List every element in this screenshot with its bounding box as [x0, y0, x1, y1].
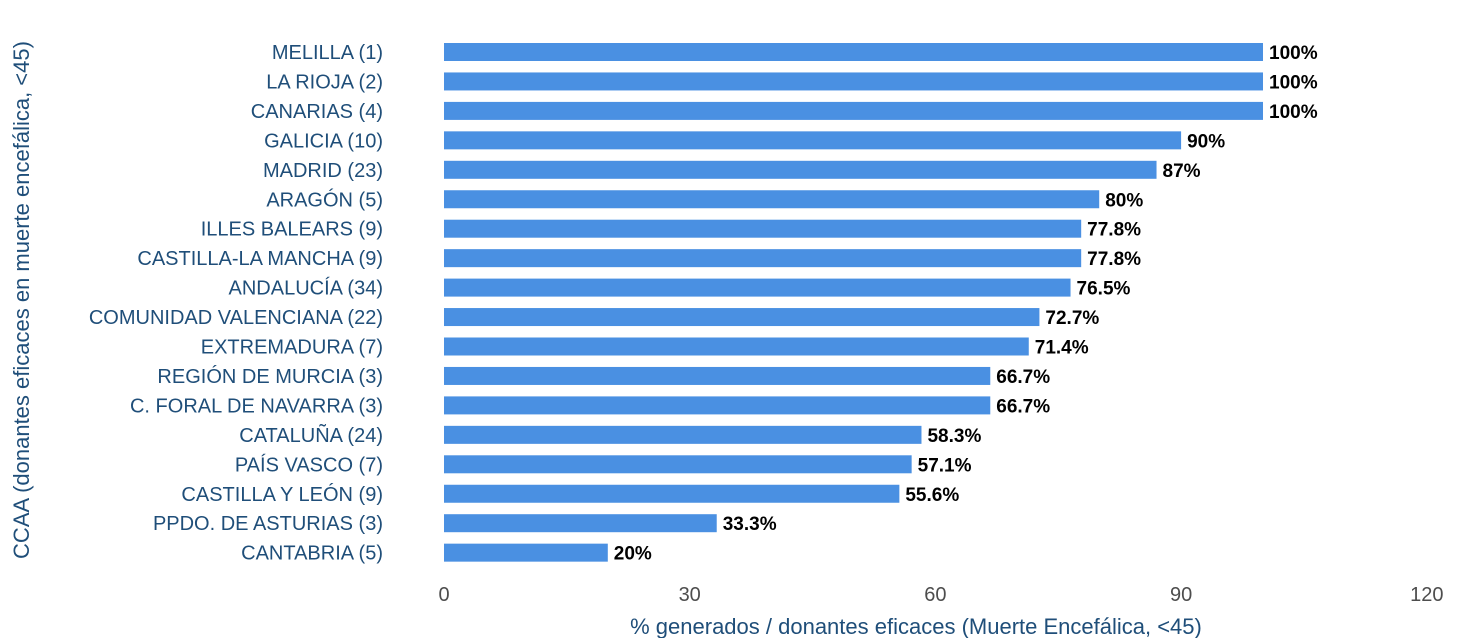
value-label: 57.1%: [918, 455, 972, 476]
category-label: MELILLA (1): [272, 42, 383, 64]
bar: [444, 160, 1157, 179]
bar: [444, 455, 912, 474]
category-label: CANARIAS (4): [251, 101, 383, 123]
bar: [444, 131, 1182, 150]
category-label: EXTREMADURA (7): [201, 337, 383, 359]
value-label: 100%: [1269, 102, 1318, 123]
x-tick-label: 30: [679, 584, 701, 606]
bar: [444, 337, 1029, 356]
category-label: ILLES BALEARS (9): [201, 219, 383, 241]
category-label: COMUNIDAD VALENCIANA (22): [89, 307, 383, 329]
bar: [444, 543, 608, 562]
category-label: REGIÓN DE MURCIA (3): [157, 365, 383, 388]
category-label: PPDO. DE ASTURIAS (3): [153, 513, 383, 535]
bars: [444, 43, 1263, 562]
x-axis-title: % generados / donantes eficaces (Muerte …: [630, 614, 1202, 638]
bar: [444, 278, 1071, 297]
value-label: 66.7%: [996, 396, 1050, 417]
category-label: LA RIOJA (2): [266, 71, 383, 93]
x-tick-label: 60: [924, 584, 946, 606]
value-labels: 100% 100% 100% 90% 87% 80% 77.8% 77.8% 76.5% 72.7…: [614, 43, 1318, 565]
category-label: CATALUÑA (24): [239, 423, 383, 447]
bar: [444, 366, 991, 385]
x-tick-label: 90: [1170, 584, 1192, 606]
value-label: 71.4%: [1035, 338, 1089, 359]
category-label: PAÍS VASCO (7): [235, 453, 383, 476]
bar: [444, 219, 1082, 238]
value-label: 58.3%: [927, 426, 981, 447]
value-label: 66.7%: [996, 367, 1050, 388]
category-label: CASTILLA-LA MANCHA (9): [137, 248, 383, 270]
value-label: 72.7%: [1045, 308, 1099, 329]
value-label: 100%: [1269, 43, 1318, 64]
value-label: 80%: [1105, 190, 1143, 211]
bar: [444, 43, 1263, 61]
value-label: 87%: [1163, 161, 1201, 182]
x-tick-label: 0: [438, 584, 449, 606]
bar: [444, 308, 1040, 327]
value-label: 33.3%: [723, 514, 777, 535]
value-label: 76.5%: [1077, 279, 1131, 300]
value-label: 55.6%: [905, 485, 959, 506]
bar: [444, 425, 922, 444]
bar: [444, 249, 1082, 268]
value-label: 100%: [1269, 72, 1318, 93]
value-label: 20%: [614, 544, 652, 565]
y-axis-title: CCAA (donantes eficaces en muerte encefá…: [9, 41, 34, 559]
category-label: CANTABRIA (5): [241, 543, 383, 565]
bar: [444, 484, 900, 503]
bar: [444, 101, 1263, 120]
category-label: ARAGÓN (5): [266, 188, 383, 211]
value-label: 77.8%: [1087, 249, 1141, 270]
category-label: MADRID (23): [263, 160, 383, 182]
bar: [444, 190, 1100, 209]
bar: [444, 72, 1263, 91]
x-tick-label: 120: [1410, 584, 1443, 606]
bar: [444, 396, 991, 415]
category-label: CASTILLA Y LEÓN (9): [181, 483, 383, 506]
x-axis-ticks: 0 30 60 90 120: [438, 584, 1443, 606]
category-label: ANDALUCÍA (34): [229, 277, 384, 300]
category-labels: MELILLA (1) LA RIOJA (2) CANARIAS (4) GALIC…: [89, 42, 383, 565]
value-label: 90%: [1187, 131, 1225, 152]
bar: [444, 514, 717, 533]
category-label: GALICIA (10): [264, 130, 383, 152]
value-label: 77.8%: [1087, 220, 1141, 241]
category-label: C. FORAL DE NAVARRA (3): [130, 395, 383, 417]
